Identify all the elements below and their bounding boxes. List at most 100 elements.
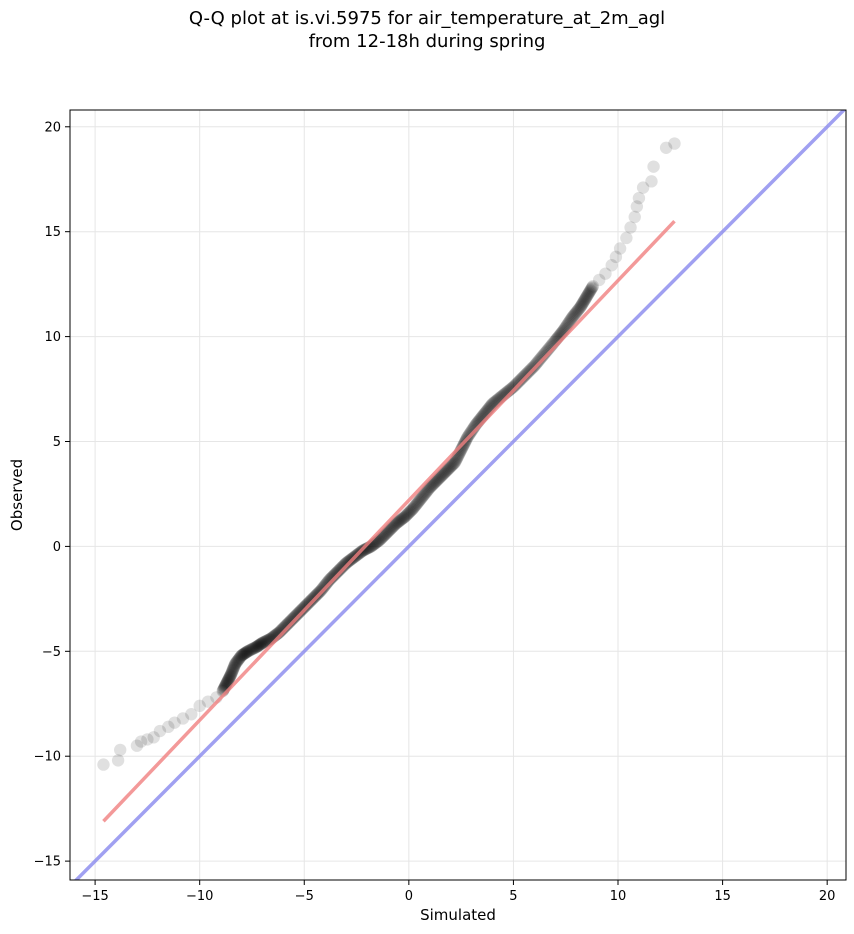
quantile-point: [222, 672, 236, 685]
quantile-point: [444, 460, 457, 473]
quantile-point: [378, 528, 391, 542]
quantile-point: [375, 531, 389, 544]
quantile-point: [331, 565, 344, 578]
identity-line: [73, 110, 846, 880]
quantile-point: [242, 644, 255, 658]
quantile-point: [443, 461, 457, 474]
quantile-point: [287, 611, 300, 625]
quantile-point: [395, 512, 409, 526]
quantile-point: [283, 615, 297, 628]
quantile-point: [250, 640, 263, 653]
quantile-point: [302, 596, 315, 610]
quantile-point: [418, 487, 431, 501]
quantile-point: [336, 560, 349, 573]
quantile-point: [288, 611, 301, 624]
quantile-point: [337, 559, 350, 572]
quantile-point: [249, 641, 262, 654]
quantile-point: [416, 489, 430, 503]
quantile-point: [294, 604, 308, 617]
quantile-point: [241, 645, 254, 658]
quantile-point: [565, 311, 579, 324]
quantile-point: [324, 572, 338, 585]
quantile-point: [327, 569, 340, 582]
quantile-point: [319, 577, 333, 591]
quantile-point: [522, 365, 536, 378]
quantile-point: [251, 639, 265, 653]
y-tick-label: −5: [42, 645, 61, 660]
quantile-point: [301, 597, 314, 611]
x-tick-label: −10: [186, 889, 213, 904]
quantile-point: [221, 674, 234, 688]
quantile-point: [238, 647, 251, 660]
quantile-point: [389, 517, 402, 531]
quantile-point: [373, 533, 386, 547]
quantile-point: [574, 299, 588, 313]
x-tick-label: 10: [610, 889, 627, 904]
quantile-point: [404, 504, 417, 518]
quantile-point: [523, 363, 537, 377]
quantile-point: [335, 561, 349, 574]
quantile-point: [433, 471, 447, 484]
quantile-point: [234, 650, 248, 663]
quantile-point: [531, 355, 544, 369]
quantile-point: [456, 439, 470, 453]
quantile-point: [424, 480, 437, 494]
quantile-point: [632, 191, 646, 205]
quantile-point: [405, 503, 419, 516]
quantile-point: [334, 562, 347, 576]
quantile-point: [434, 470, 447, 483]
quantile-point: [445, 459, 458, 473]
quantile-point: [645, 175, 658, 188]
quantile-point: [296, 602, 309, 616]
quantile-point: [383, 523, 396, 537]
quantile-point: [569, 306, 583, 319]
x-tick-label: 0: [405, 889, 413, 904]
quantile-point: [466, 423, 479, 436]
quantile-point: [577, 294, 591, 308]
quantile-point: [563, 315, 576, 328]
quantile-point: [259, 635, 272, 648]
quantile-point: [580, 290, 593, 303]
quantile-point: [253, 638, 266, 652]
quantile-point: [413, 494, 426, 507]
quantile-point: [291, 607, 304, 621]
quantile-point: [244, 643, 258, 656]
quantile-point: [583, 285, 596, 298]
quantile-point: [446, 457, 460, 471]
quantile-point: [516, 371, 530, 384]
quantile-point: [436, 468, 450, 481]
quantile-point: [297, 601, 310, 615]
quantile-point: [283, 616, 296, 629]
quantile-point: [388, 518, 401, 532]
quantile-point: [225, 666, 239, 679]
quantile-point: [515, 372, 528, 385]
quantile-point: [507, 380, 520, 394]
quantile-point: [421, 483, 435, 496]
quantile-point: [235, 649, 248, 662]
quantile-point: [380, 526, 394, 539]
quantile-point: [533, 353, 546, 366]
quantile-point: [659, 141, 673, 154]
quantile-point: [576, 296, 590, 310]
quantile-point: [414, 492, 427, 506]
y-tick-label: 5: [53, 435, 61, 450]
quantile-point: [574, 301, 587, 314]
quantile-point: [403, 505, 416, 519]
quantile-point: [442, 462, 456, 475]
quantile-point: [402, 506, 416, 520]
quantile-point: [423, 481, 436, 494]
quantile-point: [254, 637, 268, 650]
x-axis-label: Simulated: [420, 906, 496, 924]
quantile-point: [579, 291, 593, 304]
quantile-point: [243, 644, 256, 657]
quantile-point: [374, 533, 387, 546]
quantile-point: [254, 637, 267, 651]
quantile-point: [636, 181, 650, 194]
quantile-point: [224, 669, 237, 683]
quantile-point: [226, 662, 240, 676]
quantile-point: [582, 286, 596, 299]
y-tick-label: 20: [44, 120, 61, 135]
x-tick-label: 5: [509, 889, 517, 904]
quantile-point: [405, 504, 418, 517]
y-axis-label: Observed: [8, 459, 26, 531]
